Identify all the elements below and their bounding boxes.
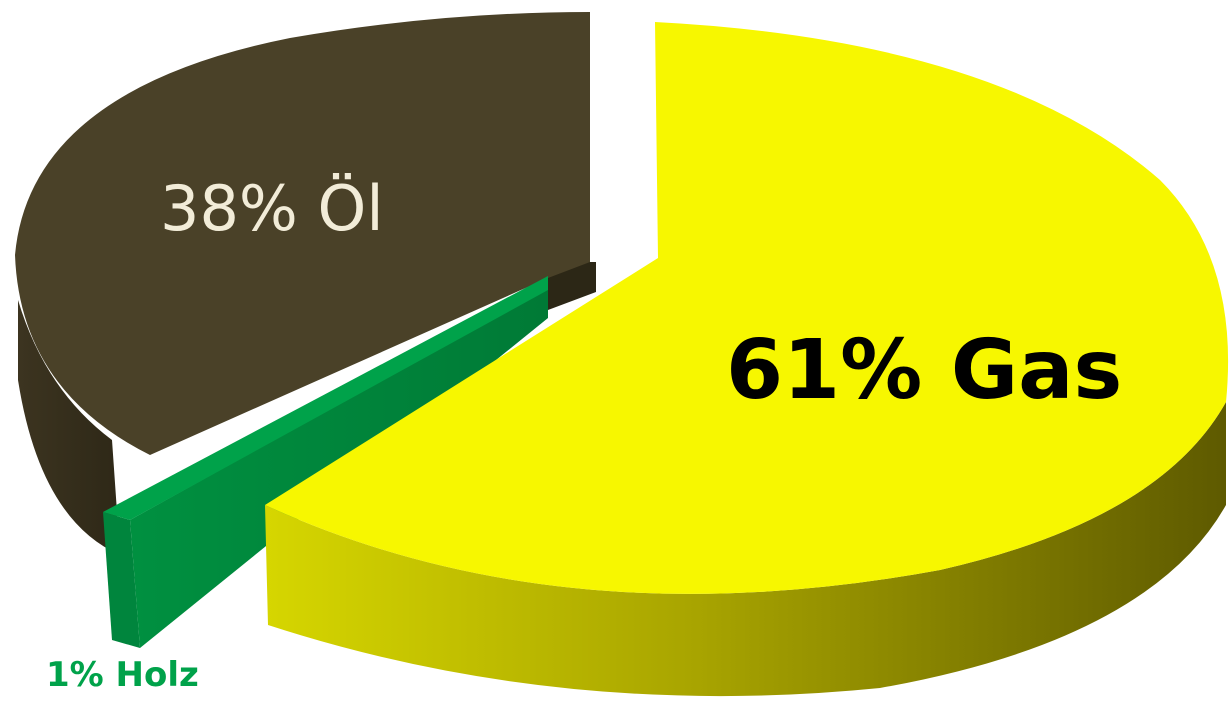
slice-holz-side (103, 512, 140, 648)
slice-label-holz: 1% Holz (46, 655, 199, 695)
slice-oel-top (15, 12, 590, 455)
slice-oel-cut (548, 262, 596, 310)
slice-oel-side (18, 270, 120, 555)
slice-gas (265, 22, 1229, 697)
slice-oel (15, 12, 596, 555)
slice-gas-top (265, 22, 1229, 594)
slice-holz-top (103, 276, 548, 520)
slice-gas-side (265, 402, 1226, 697)
slice-label-gas: 61% Gas (726, 323, 1122, 418)
slice-label-oel: 38% Öl (160, 172, 384, 245)
